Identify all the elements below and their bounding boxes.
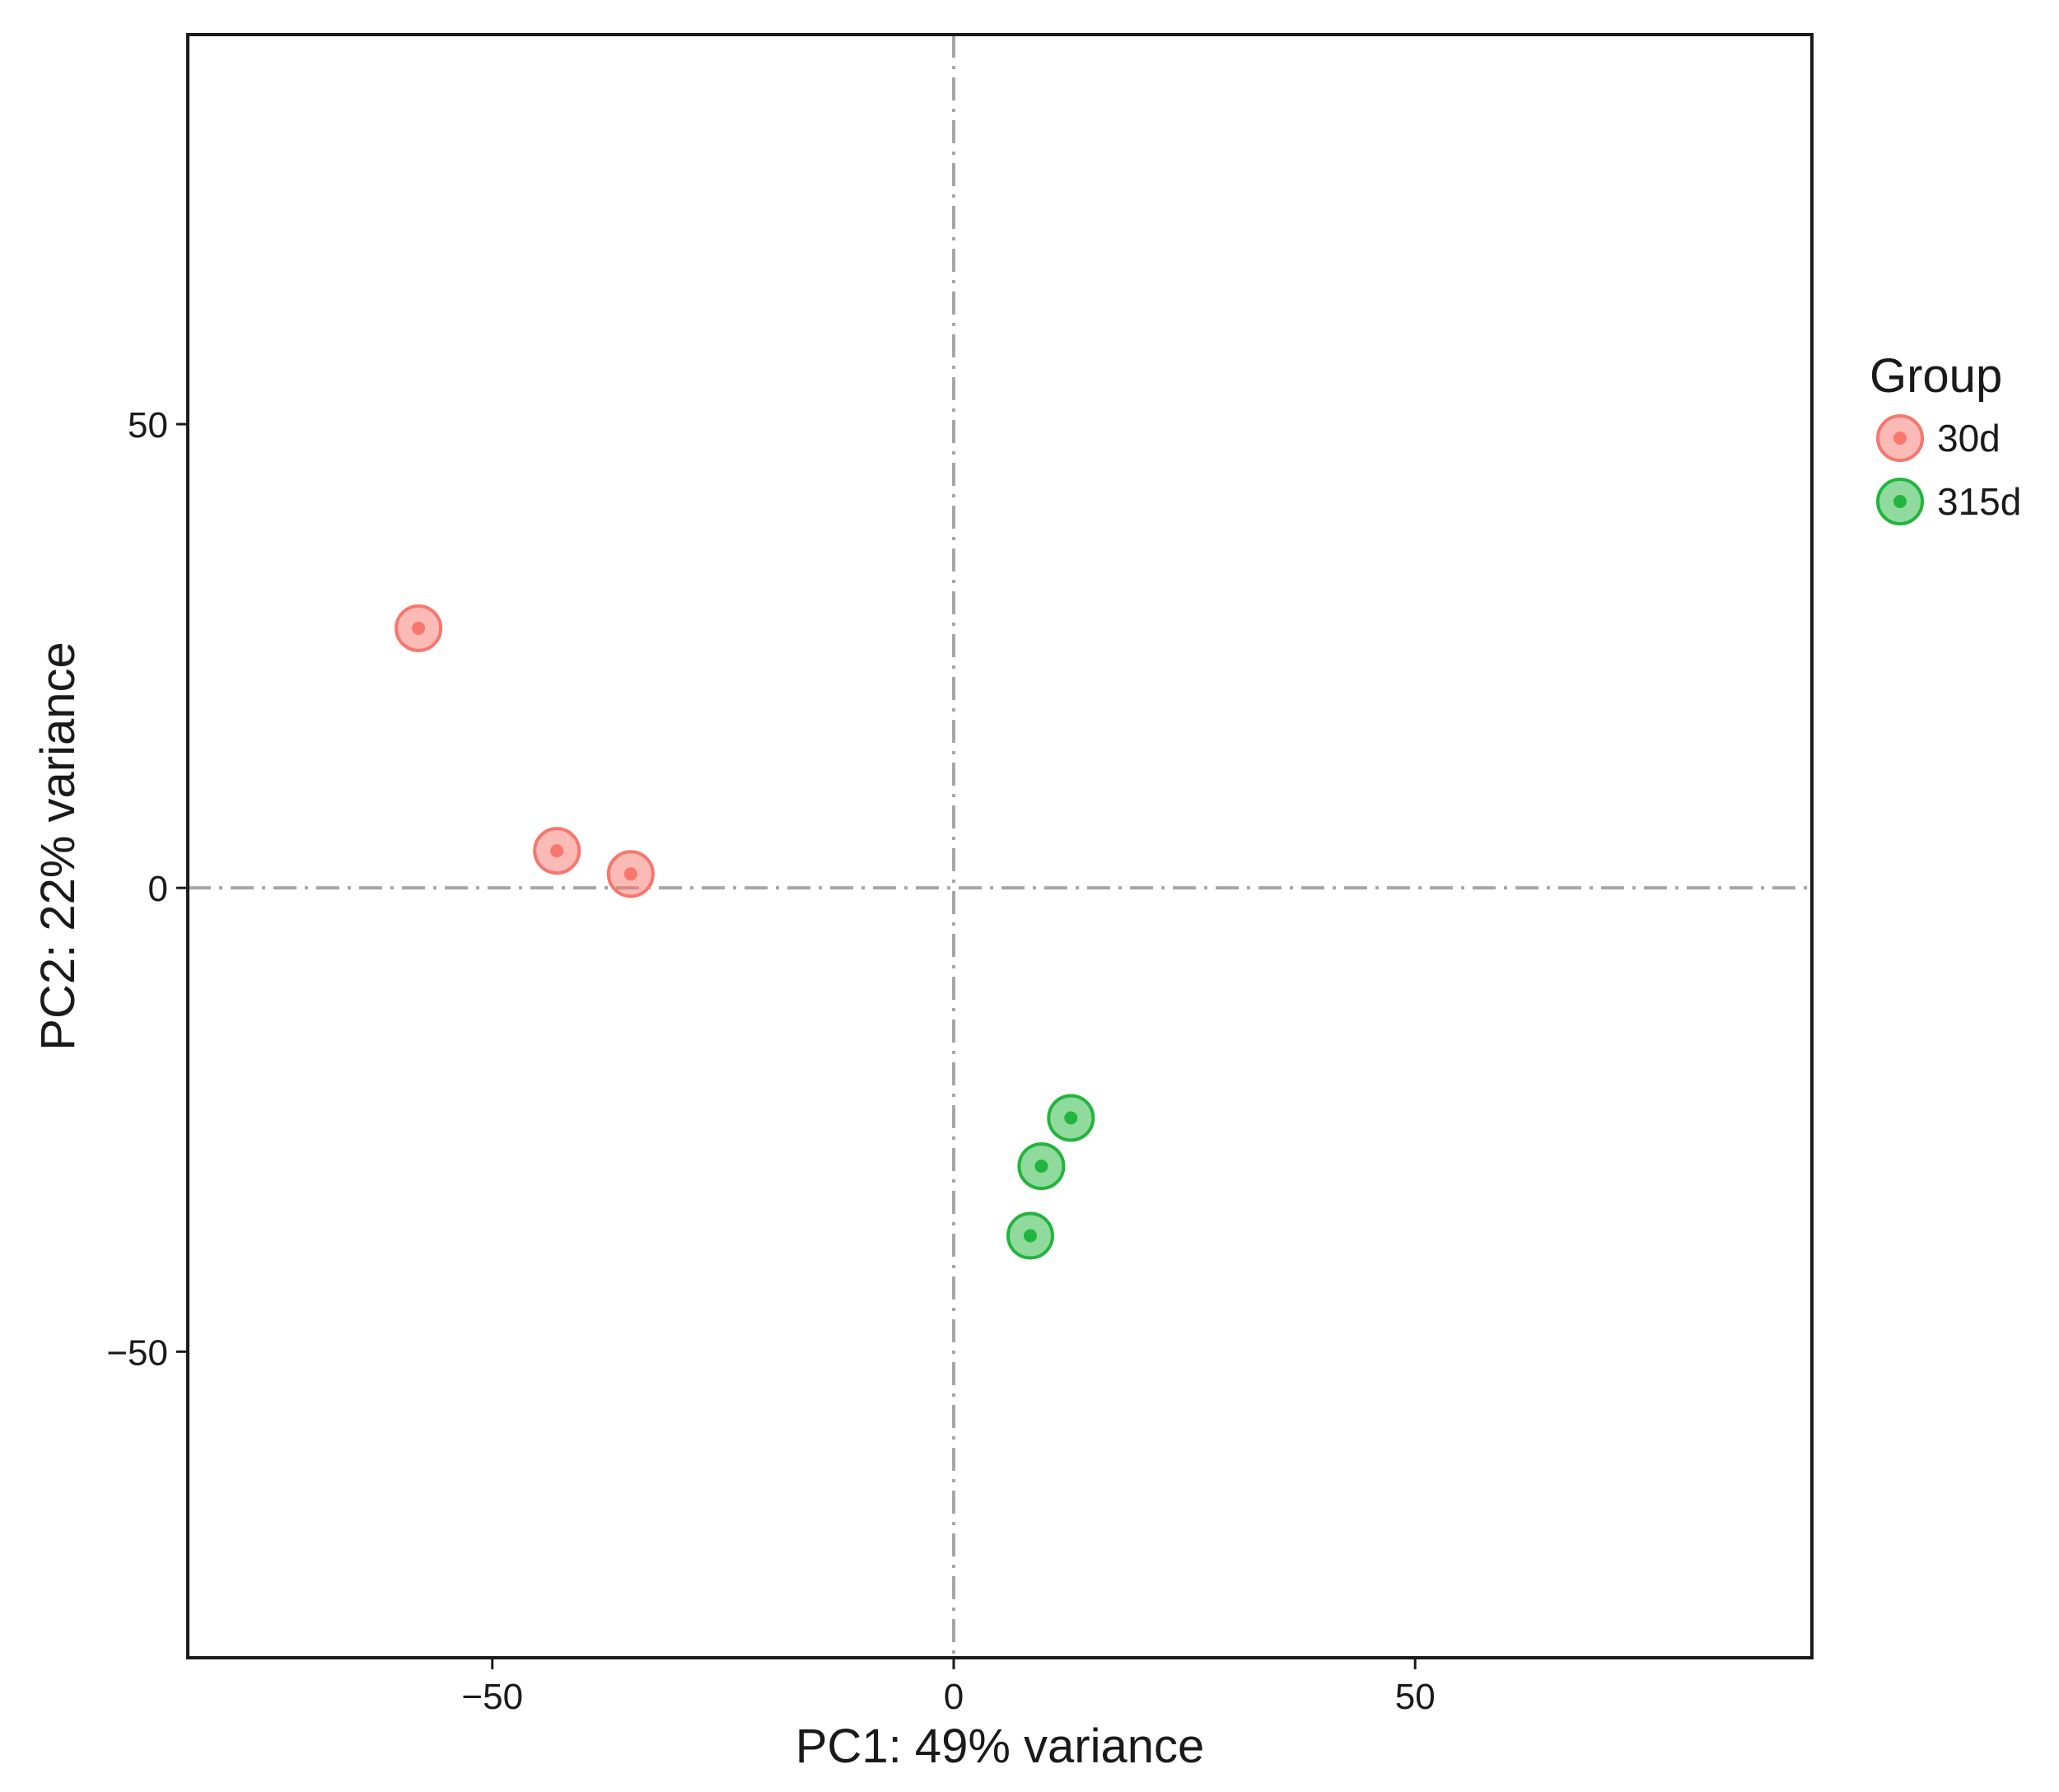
data-point-core: [412, 621, 426, 635]
x-tick-label: 0: [944, 1677, 964, 1717]
data-point-315d-3: [1006, 1211, 1054, 1260]
legend-item-315d: 315d: [1876, 478, 2021, 525]
legend-label: 30d: [1937, 417, 2001, 460]
y-tick-label: −50: [106, 1332, 168, 1373]
data-point-30d-1: [395, 604, 443, 652]
series-315d: [1006, 1094, 1095, 1260]
y-tick-label: 50: [128, 405, 168, 446]
legend-key-core: [1893, 432, 1907, 445]
y-tick-label: 0: [148, 869, 168, 909]
data-point-315d-1: [1047, 1094, 1095, 1142]
x-tick-label: −50: [461, 1677, 523, 1717]
x-tick-label: 50: [1395, 1677, 1436, 1717]
series-30d: [395, 604, 655, 898]
y-axis-title: PC2: 22% variance: [31, 642, 85, 1050]
data-point-core: [550, 844, 564, 858]
axes: −50 0 50 −50 0 50 PC1: 49% variance PC2: 22% va…: [31, 33, 1814, 1773]
data-point-core: [1064, 1111, 1078, 1125]
legend-key-core: [1893, 495, 1907, 508]
plot-area: [188, 35, 1812, 1658]
legend-label: 315d: [1937, 480, 2021, 523]
legend-item-30d: 30d: [1876, 414, 2001, 462]
legend-title: Group: [1870, 349, 2002, 403]
data-point-core: [1023, 1229, 1037, 1243]
data-point-315d-2: [1017, 1142, 1066, 1191]
panel-border: [186, 33, 1814, 1659]
data-point-30d-2: [533, 827, 581, 875]
data-point-core: [1034, 1160, 1048, 1174]
data-point-core: [623, 867, 637, 881]
x-axis-title: PC1: 49% variance: [796, 1720, 1204, 1773]
legend: Group 30d 315d: [1870, 349, 2021, 525]
data-point-30d-3: [606, 850, 655, 898]
